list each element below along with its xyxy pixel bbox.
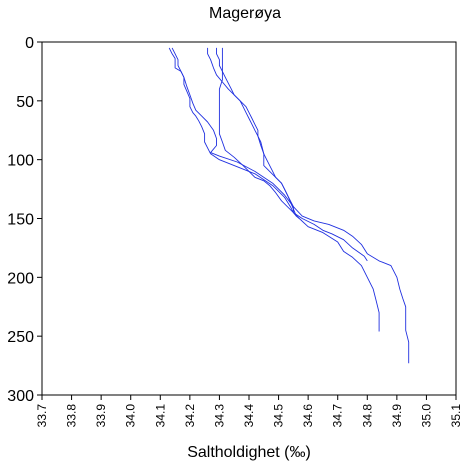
profile-line: [207, 47, 300, 219]
x-tick-label: 34.0: [124, 404, 138, 428]
plot-area: [41, 41, 457, 396]
x-tick-label: 34.8: [360, 404, 374, 428]
plot-frame: [41, 41, 457, 396]
series-group: [168, 47, 410, 364]
y-tick-label: 250: [7, 329, 34, 346]
y-axis: 0 50 100 150 200 250 300: [7, 35, 42, 405]
x-tick-label: 34.3: [212, 404, 226, 428]
profile-line: [168, 47, 410, 364]
chart-title: Magerøya: [209, 5, 281, 22]
x-axis: 33.7 33.8 33.9 34.0 34.1 34.2 34.3 34.4 34.5 34.6…: [35, 395, 463, 427]
x-tick-label: 33.7: [35, 404, 49, 428]
y-tick-label: 50: [16, 94, 34, 111]
profile-line: [171, 47, 380, 332]
x-tick-label: 34.5: [272, 404, 286, 428]
x-tick-label: 34.2: [183, 404, 197, 428]
y-tick-label: 150: [7, 212, 34, 229]
y-tick-label: 200: [7, 270, 34, 287]
x-tick-label: 34.7: [331, 404, 345, 428]
y-tick-label: 0: [25, 35, 34, 52]
x-tick-label: 35.0: [419, 404, 433, 428]
profile-line: [218, 47, 368, 262]
x-tick-label: 33.8: [65, 404, 79, 428]
x-tick-label: 34.4: [242, 404, 256, 428]
x-tick-label: 34.6: [301, 404, 315, 428]
x-tick-label: 35.1: [449, 404, 463, 428]
y-tick-label: 300: [7, 388, 34, 405]
x-tick-label: 34.1: [153, 404, 167, 428]
y-tick-label: 100: [7, 153, 34, 170]
x-tick-label: 33.9: [94, 404, 108, 428]
x-tick-label: 34.9: [390, 404, 404, 428]
x-axis-label: Saltholdighet (‰): [187, 444, 311, 461]
